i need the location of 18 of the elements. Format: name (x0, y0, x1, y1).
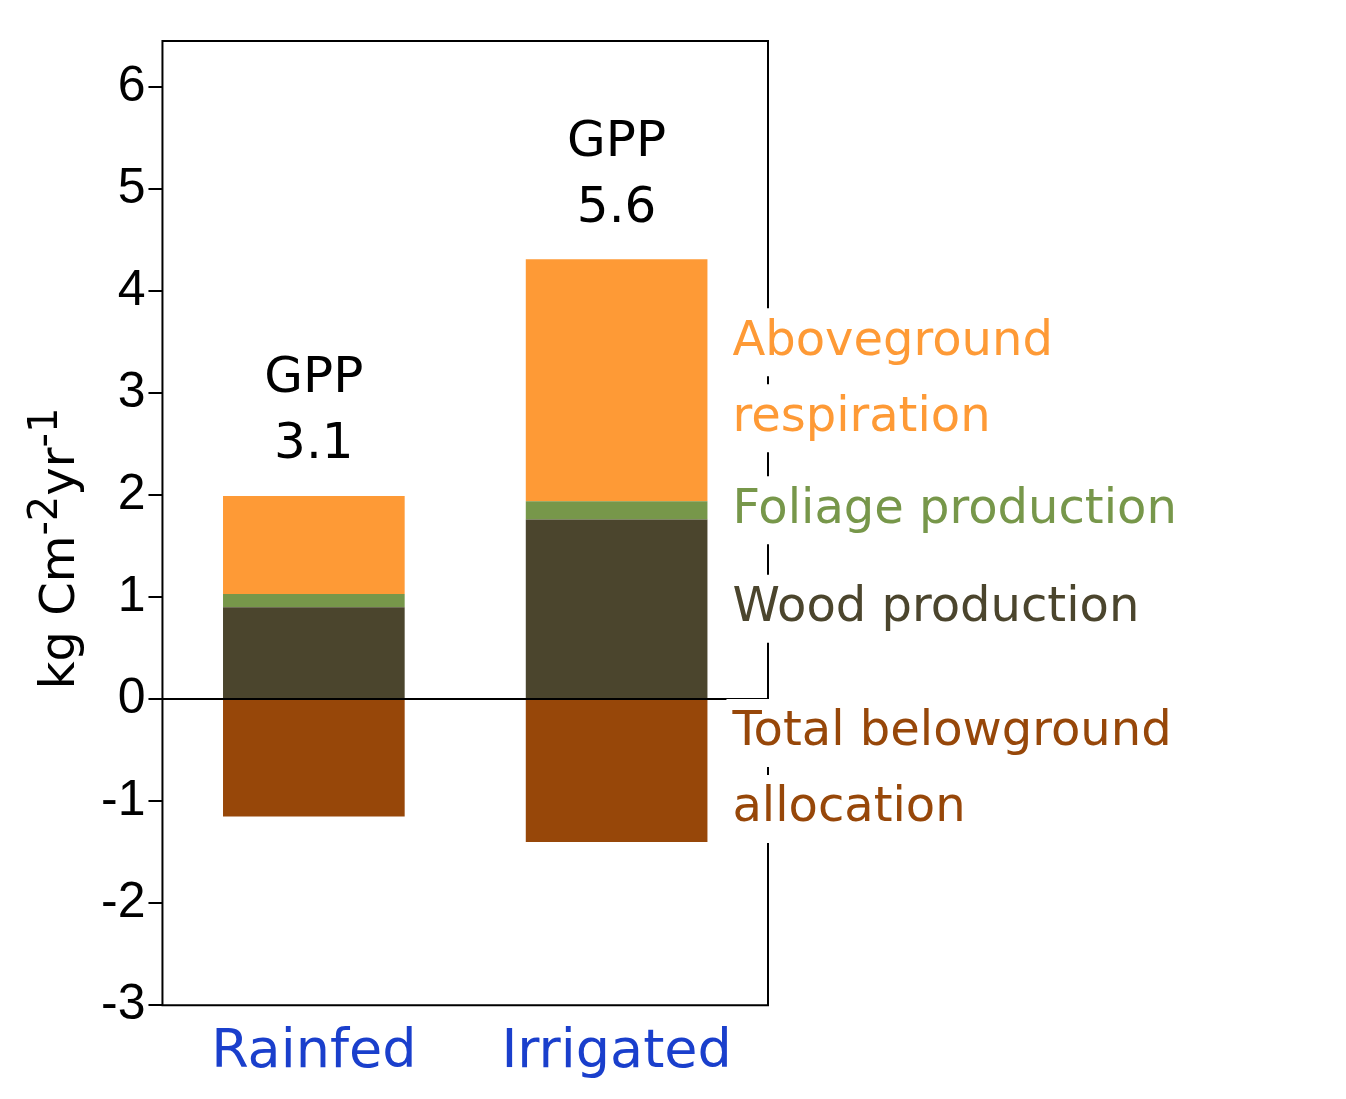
annotation: GPP 5.6 (567, 110, 667, 235)
y-tick-label: -3 (100, 973, 146, 1030)
series-label: Total belowground allocation (731, 700, 1172, 833)
y-tick-label: 6 (117, 55, 146, 112)
series-label: Foliage production (732, 477, 1177, 534)
y-tick-label: 4 (117, 259, 146, 316)
y-tick-label: -1 (100, 769, 146, 826)
x-tick-label: Rainfed (211, 1016, 417, 1080)
y-tick-label: 0 (117, 667, 146, 724)
y-tick-label: 5 (117, 157, 146, 214)
y-tick-label: 2 (117, 463, 146, 520)
x-tick-label: Irrigated (501, 1016, 732, 1080)
y-tick-label: 1 (117, 565, 146, 622)
y-tick-label: 3 (117, 361, 146, 418)
y-tick-label: -2 (100, 871, 146, 928)
series-label: Aboveground respiration (732, 309, 1053, 442)
series-label: Wood production (732, 576, 1140, 633)
annotation: GPP 3.1 (264, 346, 364, 471)
